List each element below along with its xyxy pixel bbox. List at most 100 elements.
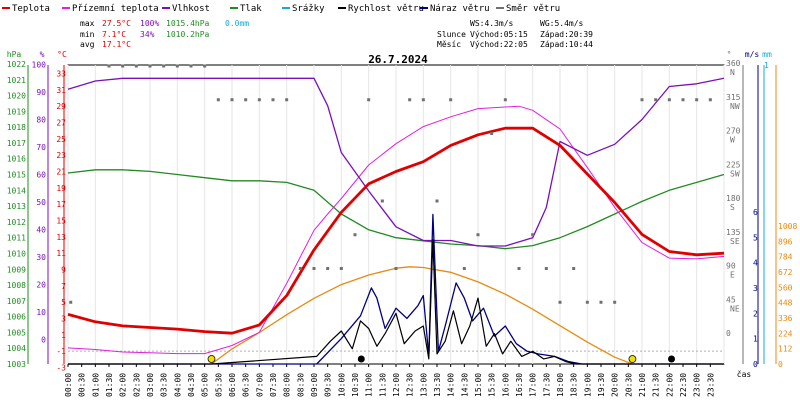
series-pressure-line — [67, 169, 725, 250]
x-tick-label: 11:30 — [378, 373, 387, 397]
tick-humidity: 40 — [36, 226, 46, 235]
x-tick-label: 14:30 — [460, 373, 469, 397]
tick-pressure: 1015 — [7, 171, 26, 180]
axis-title-humidity: % — [40, 50, 45, 59]
tick-radiation: 1008 — [778, 222, 797, 231]
wind-gust-info: WG:5.4m/s — [540, 19, 584, 28]
tick-temperature: 17 — [56, 200, 66, 209]
wind-direction-point — [544, 267, 548, 270]
tick-pressure: 1021 — [7, 76, 26, 85]
stats-max-pressure: 1015.4hPa — [166, 19, 210, 28]
wind-direction-point — [203, 64, 207, 68]
tick-pressure: 1004 — [7, 344, 26, 353]
wind-direction-point — [134, 64, 138, 68]
tick-temperature: 23 — [56, 151, 66, 160]
tick-wind: 1 — [753, 335, 758, 344]
tick-temperature: 33 — [56, 70, 66, 79]
x-tick-label: 16:00 — [501, 373, 510, 397]
legend-wind-direction: Směr větru — [506, 4, 560, 14]
legend-temperature: Teplota — [12, 4, 50, 14]
stats-min-humidity: 34% — [140, 30, 155, 39]
wind-direction-point — [421, 98, 425, 102]
x-tick-label: 10:30 — [351, 373, 360, 397]
x-tick-label: 18:30 — [570, 373, 579, 397]
x-tick-label: 23:30 — [706, 373, 715, 397]
wind-direction-point — [435, 199, 439, 203]
x-tick-label: 06:30 — [242, 373, 251, 397]
wind-direction-point — [121, 64, 125, 68]
axis-title-wind: m/s — [745, 50, 760, 59]
tick-direction-deg: 360 — [726, 59, 741, 68]
x-tick-label: 23:00 — [693, 373, 702, 397]
tick-humidity: 10 — [36, 308, 46, 317]
x-tick-label: 22:00 — [665, 373, 674, 397]
legend-rain: Srážky — [292, 4, 325, 14]
x-tick-label: 08:30 — [296, 373, 305, 397]
tick-temperature: 11 — [56, 249, 66, 258]
x-tick-label: 05:30 — [214, 373, 223, 397]
axis-title-temperature: °C — [57, 50, 67, 59]
wind-direction-point — [708, 98, 712, 102]
axes: 1022102110201019101810171016101510141013… — [7, 59, 798, 397]
wind-direction-point — [476, 233, 480, 237]
tick-direction-compass: SE — [730, 237, 740, 246]
x-tick-label: 08:00 — [283, 373, 292, 397]
x-tick-label: 20:30 — [624, 373, 633, 397]
x-tick-label: 22:30 — [679, 373, 688, 397]
tick-pressure: 1007 — [7, 297, 26, 306]
wind-direction-point — [613, 300, 617, 304]
x-tick-label: 21:00 — [638, 373, 647, 397]
tick-pressure: 1019 — [7, 107, 26, 116]
x-tick-label: 03:00 — [146, 373, 155, 397]
tick-direction-deg: 270 — [726, 127, 741, 136]
axis-title-rain: mm — [762, 50, 772, 59]
x-tick-label: 11:00 — [365, 373, 374, 397]
tick-direction-deg: 0 — [726, 329, 731, 338]
stats-avg-temp: 17.1°C — [102, 40, 131, 49]
wind-direction-point — [572, 267, 576, 270]
wind-direction-point — [585, 300, 589, 304]
tick-direction-compass: E — [730, 271, 735, 280]
tick-temperature: -3 — [56, 364, 66, 373]
x-tick-label: 00:30 — [78, 373, 87, 397]
tick-direction-deg: 45 — [726, 295, 736, 304]
wind-direction-point — [490, 132, 494, 135]
wind-direction-point — [462, 267, 466, 270]
legend-wind-gust: Náraz větru — [430, 4, 490, 14]
wind-direction-point — [271, 98, 275, 102]
series-solar-radiation-line — [211, 266, 633, 365]
wind-direction-point — [503, 98, 507, 102]
x-tick-label: 15:00 — [474, 373, 483, 397]
tick-pressure: 1012 — [7, 218, 26, 227]
wind-direction-point — [326, 267, 330, 270]
tick-direction-deg: 135 — [726, 228, 741, 237]
sun-label: Slunce — [437, 30, 466, 39]
tick-direction-deg: 315 — [726, 93, 741, 102]
wind-direction-point — [148, 64, 152, 68]
sun-marker — [207, 355, 216, 363]
x-tick-label: 16:30 — [515, 373, 524, 397]
wind-direction-point — [531, 233, 535, 237]
wind-direction-point — [230, 98, 234, 102]
x-tick-label: 09:00 — [310, 373, 319, 397]
tick-wind: 6 — [753, 208, 758, 217]
tick-wind: 0 — [753, 360, 758, 369]
tick-wind: 4 — [753, 259, 758, 268]
wind-direction-point — [558, 300, 562, 304]
tick-radiation: 112 — [778, 345, 793, 354]
wind-speed-info: WS:4.3m/s — [470, 19, 514, 28]
wind-direction-point — [408, 98, 412, 102]
tick-humidity: 50 — [36, 198, 46, 207]
tick-pressure: 1006 — [7, 313, 26, 322]
stats-avg-label: avg — [80, 40, 95, 49]
tick-pressure: 1022 — [7, 60, 26, 69]
stats-min-label: min — [80, 30, 95, 39]
tick-humidity: 80 — [36, 116, 46, 125]
tick-temperature: 7 — [61, 282, 66, 291]
axis-title-x: čas — [737, 369, 752, 379]
stats-min-pressure: 1010.2hPa — [166, 30, 210, 39]
series-temperature-line — [67, 126, 725, 335]
tick-direction-compass: W — [730, 136, 735, 145]
tick-pressure: 1010 — [7, 249, 26, 258]
tick-temperature: 5 — [61, 298, 66, 307]
